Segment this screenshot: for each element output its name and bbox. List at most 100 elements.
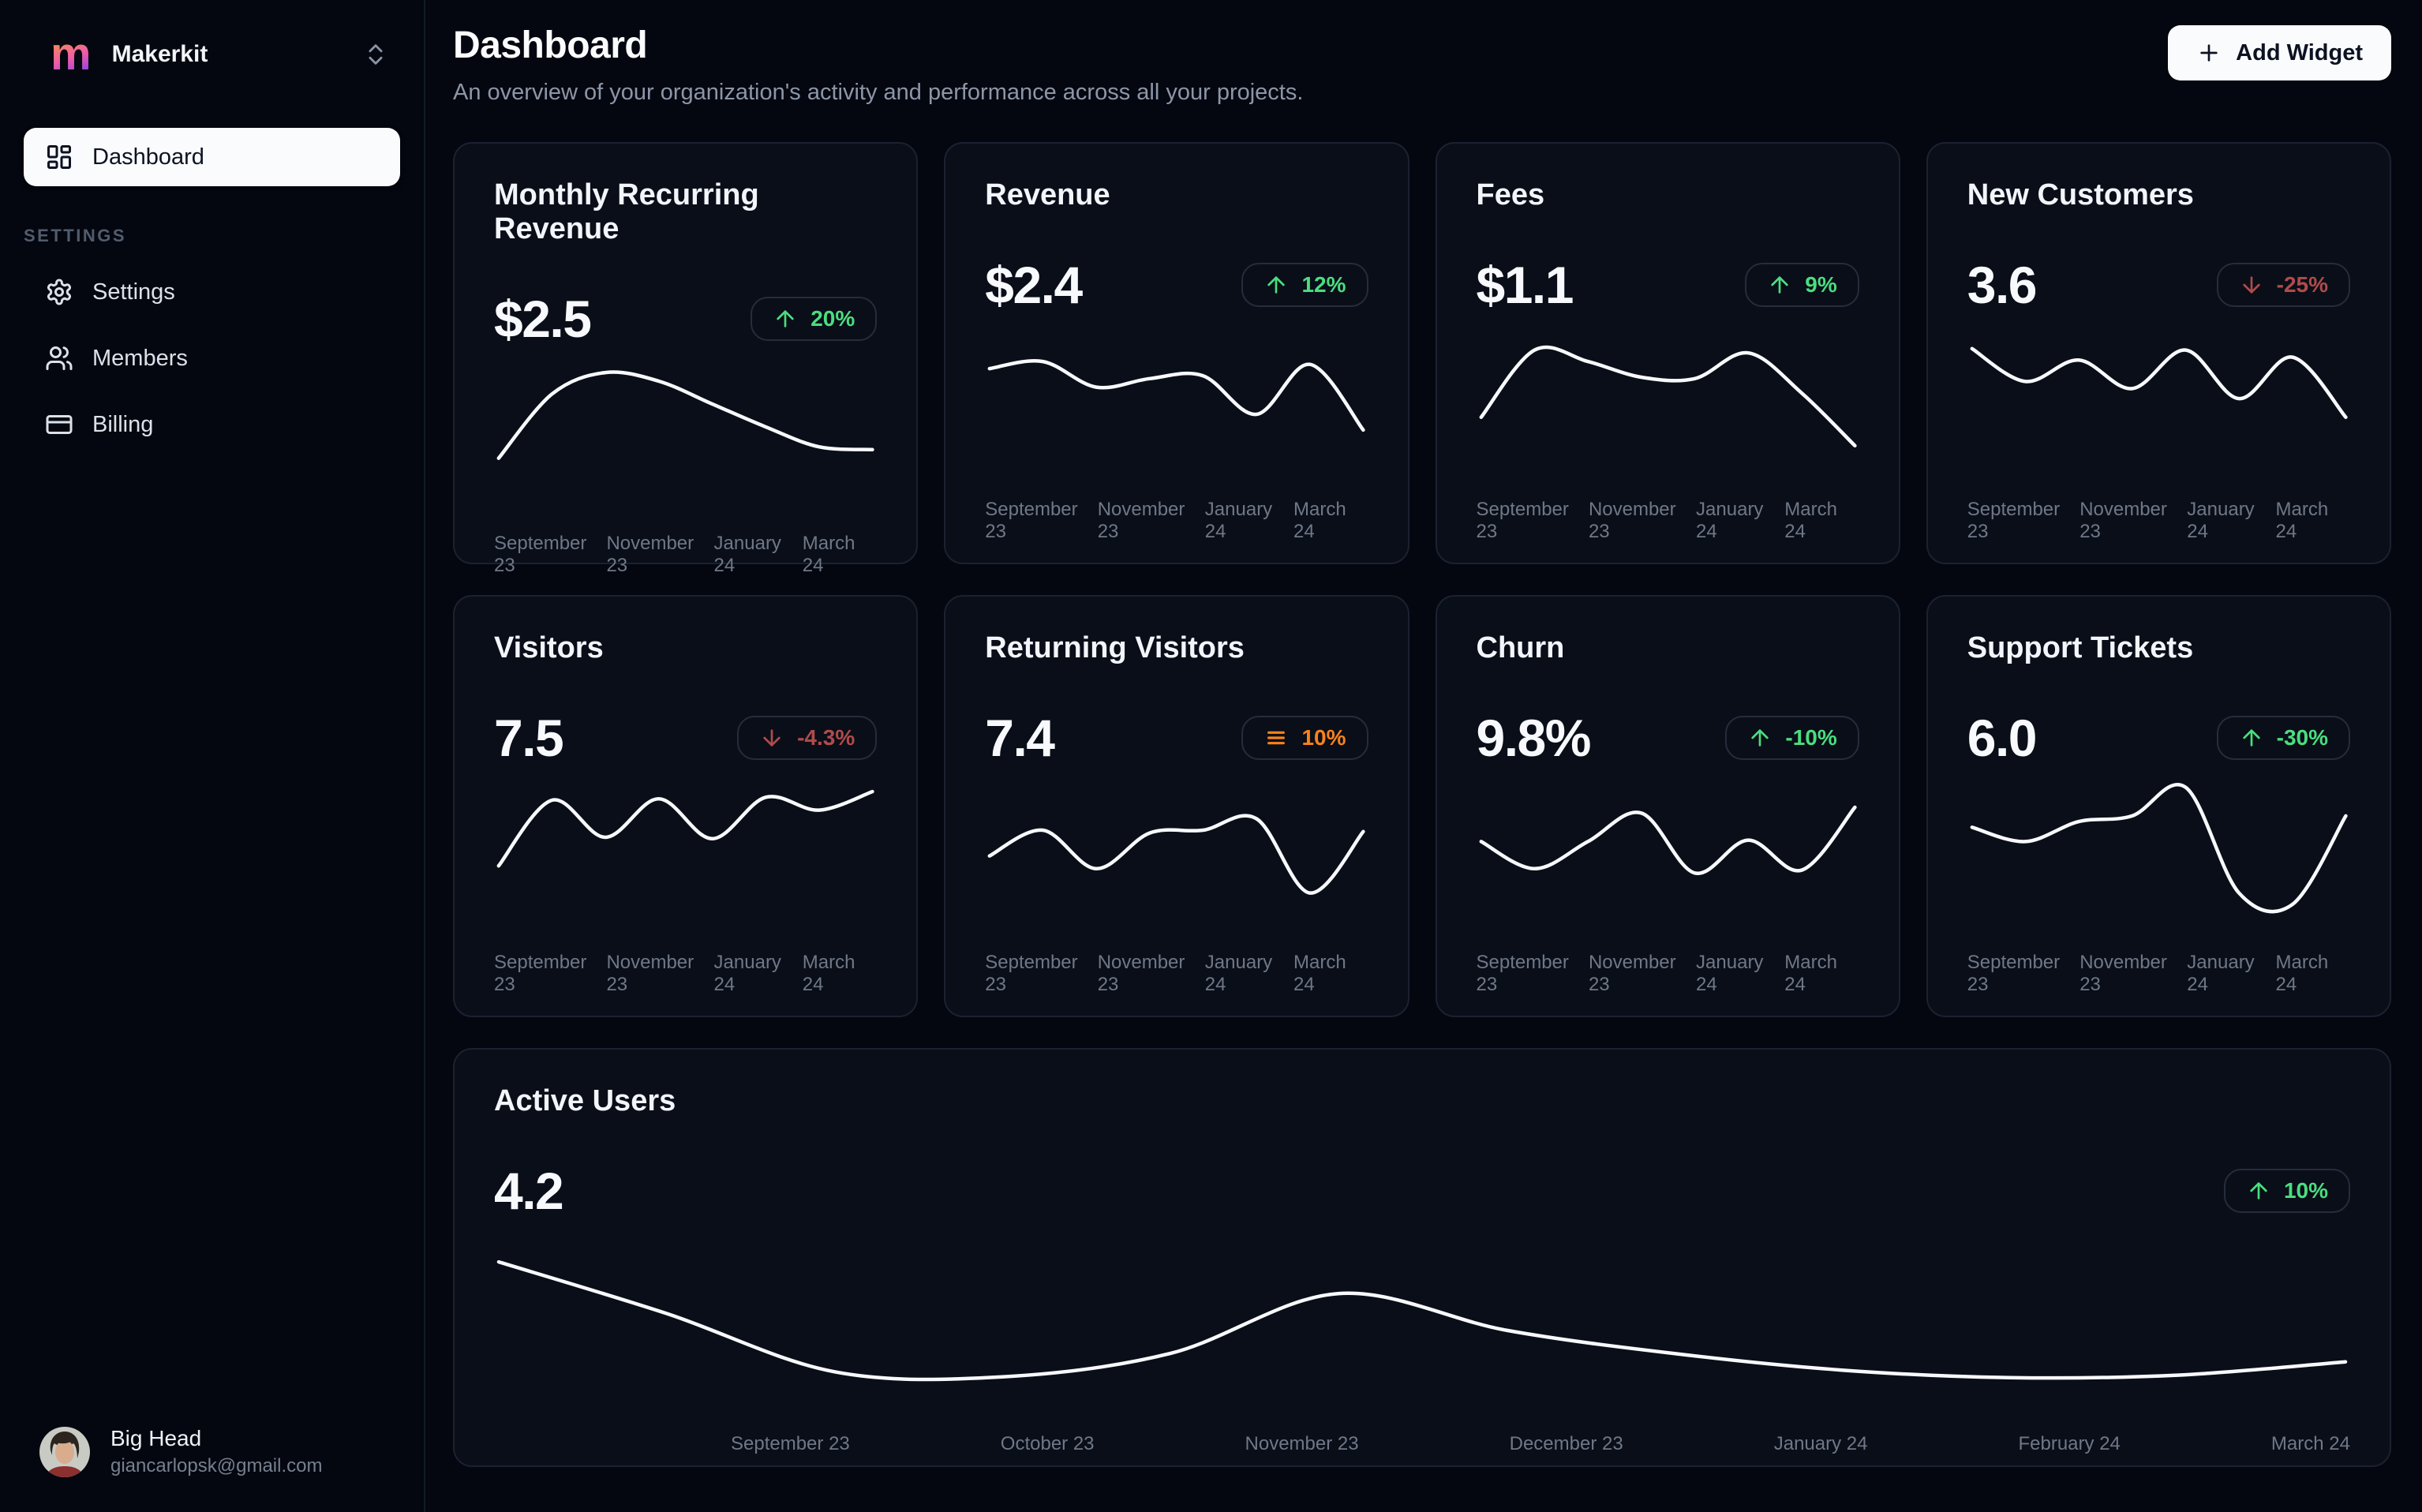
x-axis-label: September 23: [985, 952, 1078, 995]
x-axis-label: December 23: [1509, 1433, 1623, 1454]
card-value: 9.8%: [1476, 709, 1592, 767]
x-axis-labels: September 23 November 23 January 24 March 2…: [985, 499, 1368, 543]
x-axis-labels: September 23 October 23 November 23 Decembe…: [494, 1433, 2350, 1455]
card-title: New Customers: [1967, 178, 2194, 211]
chart-line: [1481, 347, 1855, 446]
arrow-down-icon: [2242, 276, 2260, 294]
x-axis-label: March 24: [2275, 499, 2329, 542]
line-chart-svg: [494, 349, 877, 511]
sidebar-item-dashboard[interactable]: Dashboard: [24, 128, 400, 186]
x-axis-label: January 24: [713, 952, 781, 995]
sparkline-chart: September 23 November 23 January 24 March 2…: [1477, 315, 1859, 543]
card-value-row: 4.2 10%: [494, 1161, 2350, 1221]
x-axis-label: November 23: [1097, 952, 1185, 995]
x-axis-label: March 24: [1293, 952, 1346, 995]
trend-badge: 10%: [2223, 1169, 2350, 1213]
add-widget-button[interactable]: Add Widget: [2168, 25, 2391, 80]
credit-card-icon: [46, 415, 73, 434]
trend-badge: 10%: [1241, 716, 1368, 760]
stat-card-revenue: Revenue $2.4 12% September 23 November 23…: [944, 142, 1409, 564]
stat-card-visitors: Visitors 7.5 -4.3% September 23 November …: [453, 595, 919, 1017]
primary-nav: Dashboard: [24, 128, 400, 186]
chart-line: [1481, 807, 1855, 874]
gear-icon: [47, 279, 71, 305]
card-value-row: 3.6 -25%: [1967, 255, 2350, 315]
trend-badge: -25%: [2216, 263, 2350, 307]
line-chart-svg: [985, 315, 1368, 477]
menu-lines-icon: [1267, 731, 1286, 745]
dashboard-grid-icon: [47, 145, 71, 169]
x-axis-label: November 23: [2079, 952, 2167, 995]
arrow-down-icon: [763, 729, 781, 747]
arrow-up-icon: [1267, 276, 1286, 294]
account-menu[interactable]: Big Head giancarlopsk@gmail.com: [24, 1426, 400, 1477]
user-email: giancarlopsk@gmail.com: [110, 1455, 323, 1476]
x-axis-labels: September 23 November 23 January 24 March 2…: [1967, 952, 2350, 996]
chart-line: [499, 372, 873, 458]
page-title: Dashboard: [453, 24, 648, 66]
x-axis-label: March 24: [1293, 499, 1346, 542]
trend-badge-label: 10%: [2283, 1178, 2328, 1203]
workspace-switcher[interactable]: m Makerkit: [24, 27, 400, 82]
trend-badge-label: 9%: [1805, 272, 1837, 297]
plus-icon: [2200, 44, 2218, 62]
card-title: Fees: [1476, 178, 1545, 211]
x-axis-label: September 23: [731, 1433, 850, 1454]
trend-badge-label: 10%: [1301, 725, 1346, 750]
x-axis-label: March 24: [1784, 499, 1837, 542]
x-axis-label: September 23: [1476, 499, 1569, 542]
x-axis-label: January 24: [1773, 1433, 1868, 1454]
x-axis-label: November 23: [606, 952, 694, 995]
x-axis-label: February 24: [2018, 1433, 2121, 1454]
card-value: $1.1: [1476, 256, 1574, 314]
x-axis-label: September 23: [494, 533, 587, 576]
line-chart-svg: [1477, 768, 1859, 930]
trend-badge: -30%: [2216, 716, 2350, 760]
trend-badge: 20%: [751, 297, 878, 341]
sidebar-item-settings[interactable]: Settings: [24, 259, 400, 325]
sidebar-item-members[interactable]: Members: [24, 325, 400, 391]
x-axis-label: November 23: [1588, 499, 1676, 542]
sparkline-chart: September 23 November 23 January 24 March 2…: [494, 768, 877, 996]
stat-card-active-users: Active Users 4.2 10% September 23 October…: [453, 1048, 2391, 1467]
x-axis-label: September 23: [1967, 952, 2061, 995]
card-value: 7.5: [494, 709, 564, 767]
x-axis-label: January 24: [2187, 952, 2255, 995]
chart-line: [990, 361, 1364, 430]
card-value-row: 7.5 -4.3%: [494, 708, 878, 768]
sidebar-item-label: Members: [92, 345, 188, 371]
x-axis-label: January 24: [1204, 499, 1273, 542]
card-value: 6.0: [1967, 709, 2038, 767]
trend-badge: 9%: [1745, 263, 1859, 307]
card-value-row: 6.0 -30%: [1967, 708, 2350, 768]
trend-badge-label: 20%: [810, 306, 855, 331]
card-value: 3.6: [1967, 256, 2038, 314]
x-axis-label: September 23: [494, 952, 587, 995]
arrow-up-icon: [1751, 729, 1769, 747]
card-title: Returning Visitors: [985, 631, 1245, 664]
x-axis-label: January 24: [1204, 952, 1273, 995]
trend-badge-label: -30%: [2276, 725, 2328, 750]
trend-badge-label: 12%: [1301, 272, 1346, 297]
card-value-row: 9.8% -10%: [1477, 708, 1859, 768]
card-value: $2.5: [494, 290, 592, 348]
trend-badge-label: -25%: [2276, 272, 2328, 297]
card-value-row: 7.4 10%: [985, 708, 1368, 768]
sidebar-item-billing[interactable]: Billing: [24, 391, 400, 458]
trend-badge: -4.3%: [737, 716, 878, 760]
trend-badge-label: -4.3%: [797, 725, 855, 750]
x-axis-label: September 23: [1967, 499, 2061, 542]
chevrons-up-down-icon[interactable]: [362, 41, 389, 68]
x-axis-label: September 23: [1476, 952, 1569, 995]
x-axis-labels: September 23 November 23 January 24 March 2…: [1477, 952, 1859, 996]
card-title: Monthly Recurring Revenue: [494, 178, 759, 245]
page-header: Dashboard An overview of your organizati…: [453, 24, 2391, 106]
workspace-name: Makerkit: [111, 41, 208, 67]
sparkline-chart: September 23 November 23 January 24 March 2…: [985, 315, 1368, 543]
sparkline-chart: September 23 November 23 January 24 March 2…: [1477, 768, 1859, 996]
sidebar: m Makerkit Dashboard SETTINGS Settings M…: [0, 0, 425, 1512]
line-chart-svg: [985, 768, 1368, 930]
x-axis-label: October 23: [1000, 1433, 1095, 1454]
card-value-row: $2.4 12%: [985, 255, 1368, 315]
x-axis-label: March 24: [2275, 952, 2329, 995]
